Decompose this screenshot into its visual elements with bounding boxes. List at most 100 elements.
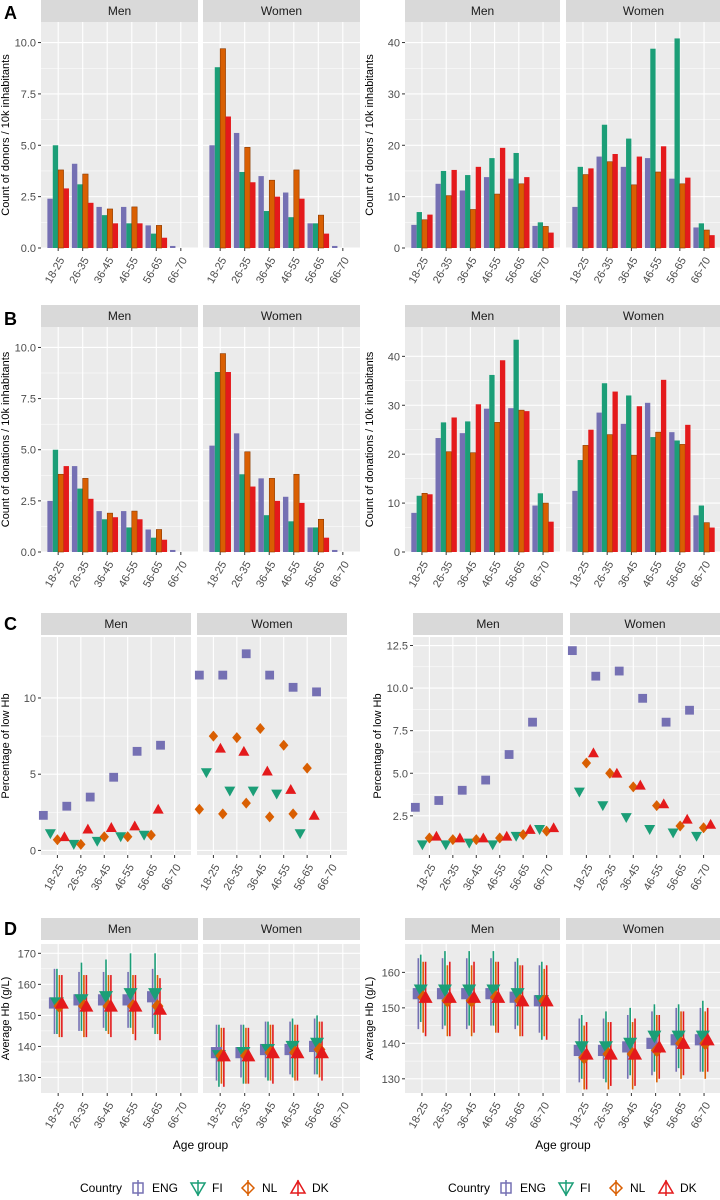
bar-dk <box>548 232 554 248</box>
x-tick-label: 18-25 <box>407 559 431 589</box>
point-dk <box>676 1036 691 1049</box>
x-tick-label: 18-25 <box>568 559 592 589</box>
chart-A-left: A Count of donors / 10k inhabitants 0.0 2.5… <box>0 0 360 286</box>
point-nl <box>255 722 265 734</box>
point-fi <box>91 836 103 847</box>
bar-dk <box>161 237 168 248</box>
y-tick-label: 5.0 <box>21 445 36 457</box>
x-tick-label: 18-25 <box>568 1100 592 1130</box>
x-tick-label: 46-55 <box>640 255 664 285</box>
bar-eng <box>532 225 538 248</box>
point-eng <box>485 988 497 1000</box>
bar-fi <box>52 145 59 248</box>
x-tick-label: 36-45 <box>455 559 479 589</box>
bar-fi <box>626 138 632 248</box>
bar-nl <box>470 452 477 553</box>
point-fi <box>667 828 679 839</box>
point-fi <box>224 786 236 797</box>
bar-dk <box>524 177 530 248</box>
bar-fi <box>440 422 447 552</box>
bar-nl <box>470 209 477 249</box>
x-tick-label: 26-35 <box>592 1100 616 1130</box>
bar-dk <box>685 177 691 248</box>
bar-eng <box>209 445 215 552</box>
bar-fi <box>698 505 705 552</box>
point-dk <box>238 745 250 756</box>
point-dk <box>681 813 693 824</box>
point-nl <box>76 838 86 850</box>
bar-eng <box>644 402 651 552</box>
bar-dk <box>427 214 433 248</box>
bar-dk <box>63 188 69 248</box>
bar-fi <box>465 175 471 248</box>
point-eng <box>528 717 537 727</box>
point-eng <box>241 649 251 659</box>
y-tick-label: 10.0 <box>15 342 36 354</box>
y-tick-label: 20 <box>388 140 400 152</box>
point-dk <box>152 803 164 814</box>
point-nl <box>218 808 228 820</box>
bar-nl <box>268 179 275 249</box>
legend-key-dk <box>657 1179 675 1194</box>
x-tick-label: 18-25 <box>43 255 67 285</box>
point-dk <box>628 1046 643 1060</box>
point-dk <box>611 767 623 778</box>
bar-fi <box>52 449 59 552</box>
point-eng <box>309 1040 321 1053</box>
point-eng <box>481 775 491 785</box>
y-tick-label: 2.5 <box>393 811 408 823</box>
point-dk <box>314 1045 329 1059</box>
y-tick-label: 7.5 <box>21 394 36 406</box>
bar-eng <box>258 176 264 248</box>
point-fi <box>285 1040 300 1054</box>
panel-label-C: C <box>4 614 17 634</box>
bar-fi <box>101 215 108 248</box>
point-dk <box>700 1032 715 1046</box>
y-axis-title: Average Hb (g/L) <box>364 977 376 1061</box>
point-dk <box>491 990 506 1003</box>
legend: Country ENG FI NL DK <box>80 1179 329 1197</box>
bar-fi <box>489 158 495 248</box>
plot-panel <box>41 944 198 1093</box>
x-tick-label: 66-70 <box>328 559 352 589</box>
x-tick-label: 56-65 <box>141 255 165 285</box>
y-tick-label: 5.0 <box>393 768 408 780</box>
y-tick-label: 30 <box>388 400 400 412</box>
point-eng <box>509 991 521 1003</box>
x-tick-label: 26-35 <box>431 559 455 589</box>
bar-fi <box>239 474 245 552</box>
point-dk <box>285 783 297 794</box>
x-tick-label: 18-25 <box>198 862 222 892</box>
x-tick-label: 36-45 <box>92 1100 116 1130</box>
point-dk <box>515 993 530 1007</box>
bar-fi <box>214 372 221 552</box>
legend-key-dk <box>289 1179 307 1194</box>
bar-nl <box>293 169 300 249</box>
x-tick-label: 46-55 <box>117 1100 141 1130</box>
bar-eng <box>411 224 417 248</box>
bar-eng <box>508 178 514 248</box>
plot-panel <box>413 637 563 855</box>
bar-dk <box>250 486 256 552</box>
bar-dk <box>660 379 667 552</box>
point-eng <box>661 717 671 727</box>
x-tick-label: 46-55 <box>640 1100 664 1130</box>
y-tick-label: 12.5 <box>387 641 408 653</box>
facet-title: Men <box>108 4 131 18</box>
bar-fi <box>626 395 632 552</box>
bar-nl <box>445 451 452 553</box>
x-tick-label: 46-55 <box>113 862 137 892</box>
x-tick-label: 46-55 <box>479 255 503 285</box>
bar-dk <box>88 498 94 552</box>
bar-nl <box>268 478 275 553</box>
x-tick-label: 56-65 <box>504 559 528 589</box>
bar-dk <box>499 360 506 552</box>
point-dk <box>539 993 554 1007</box>
bar-eng <box>209 145 215 248</box>
x-tick-label: 66-70 <box>166 1100 190 1130</box>
bar-fi <box>77 488 83 552</box>
